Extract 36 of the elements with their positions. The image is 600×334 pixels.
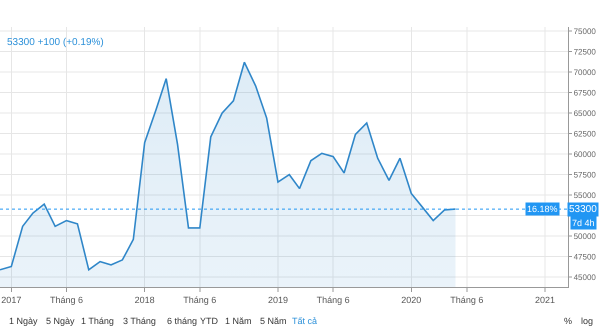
annotation: 53300 +100 (+0.19%)	[7, 37, 104, 48]
y-tick-label: 62500	[574, 129, 596, 138]
y-tick-label: 60000	[574, 150, 596, 159]
ref-line-label: 53300	[569, 204, 598, 215]
x-tick-label: Tháng 6	[50, 294, 83, 305]
annotation: 16.18%	[527, 204, 558, 214]
y-tick-label: 72500	[574, 47, 596, 56]
text: 3 Tháng	[123, 316, 156, 326]
text: 5 Ngày	[46, 316, 76, 326]
text: log	[581, 316, 594, 326]
text: 6 tháng	[167, 316, 198, 326]
y-tick-label: 45000	[574, 272, 596, 282]
text: YTD	[200, 316, 218, 326]
x-tick-label: 2021	[534, 294, 556, 305]
y-tick-label: 67500	[574, 88, 596, 98]
text: 5 Năm	[260, 316, 287, 326]
x-tick-label: 2020	[401, 294, 422, 305]
x-tick-label: 2018	[134, 294, 155, 305]
text: 7d 4h	[572, 218, 595, 228]
y-tick-label: 70000	[574, 68, 596, 77]
text: 1 Năm	[225, 316, 252, 326]
x-tick-label: Tháng 6	[183, 294, 216, 305]
text: 1 Tháng	[81, 316, 114, 326]
y-tick-label: 57500	[574, 170, 596, 180]
text: %	[564, 316, 572, 326]
y-tick-label: 50000	[574, 232, 596, 241]
x-tick-label: Tháng 6	[450, 294, 484, 305]
y-tick-label: 47500	[574, 252, 596, 262]
y-tick-label: 65000	[574, 108, 596, 118]
x-tick-label: 2019	[268, 294, 288, 305]
text: 1 Ngày	[9, 316, 38, 326]
x-tick-label: 2017	[1, 294, 22, 305]
text: Tất cả	[292, 316, 318, 326]
y-tick-label: 55000	[574, 190, 596, 200]
x-tick-label: Tháng 6	[316, 294, 350, 305]
y-tick-label: 75000	[574, 26, 596, 36]
